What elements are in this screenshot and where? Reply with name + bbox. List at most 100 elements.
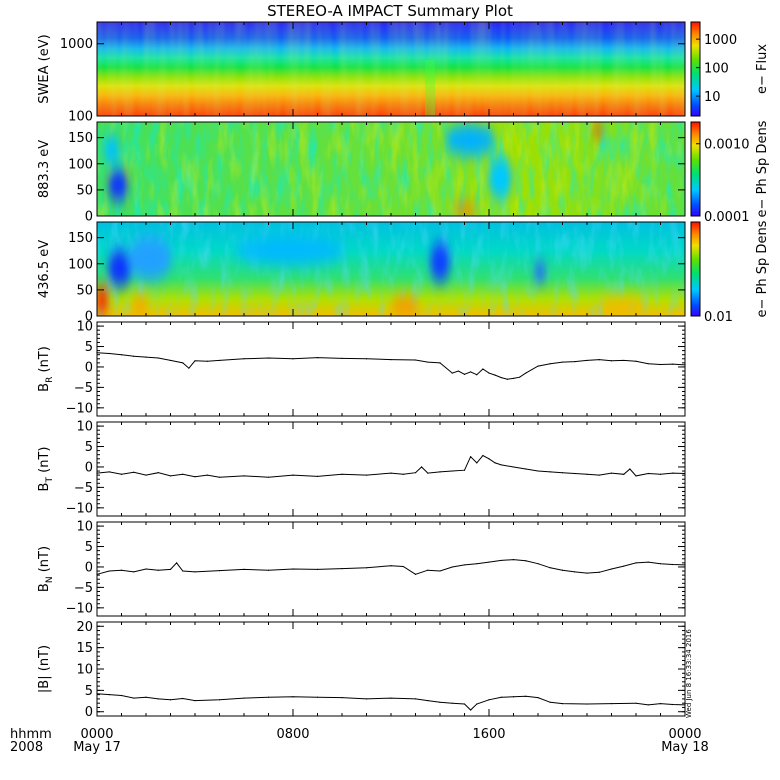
data-point-5-22 bbox=[451, 566, 453, 568]
data-point-5-10 bbox=[218, 570, 221, 572]
data-point-5-33 bbox=[586, 572, 588, 574]
data-point-5-19 bbox=[414, 573, 417, 575]
panel-frame-3 bbox=[96, 321, 686, 417]
data-point-4-9 bbox=[206, 474, 208, 476]
y-tick-label-4-1: −5 bbox=[74, 481, 93, 496]
data-point-6-23 bbox=[476, 703, 478, 705]
data-point-4-32 bbox=[525, 468, 527, 470]
data-point-4-45 bbox=[672, 472, 674, 474]
y-axis-label-6: |B| (nT) bbox=[37, 645, 52, 693]
y-axis-label-2: 436.5 eV bbox=[37, 240, 52, 298]
data-point-3-24 bbox=[463, 373, 466, 375]
data-point-5-17 bbox=[390, 565, 392, 567]
colorbar-1 bbox=[690, 121, 701, 217]
data-point-3-14 bbox=[292, 358, 294, 360]
data-point-4-11 bbox=[243, 475, 245, 477]
data-point-6-25 bbox=[500, 696, 502, 698]
data-point-3-15 bbox=[316, 356, 319, 359]
data-point-4-22 bbox=[439, 471, 441, 473]
data-point-5-38 bbox=[647, 561, 649, 563]
data-point-4-12 bbox=[267, 476, 270, 478]
data-point-3-28 bbox=[488, 372, 490, 374]
data-point-3-47 bbox=[684, 364, 686, 366]
data-point-4-38 bbox=[598, 474, 600, 476]
time-axis-label-year: 2008 bbox=[10, 740, 43, 755]
data-point-6-1 bbox=[108, 694, 110, 696]
y-tick-label-5-4: 10 bbox=[76, 520, 93, 535]
data-point-3-13 bbox=[267, 357, 270, 359]
data-point-6-2 bbox=[120, 694, 123, 697]
data-point-5-23 bbox=[463, 564, 466, 566]
data-point-6-13 bbox=[316, 696, 319, 698]
colorbar-label-0: e− Flux bbox=[755, 44, 770, 94]
data-point-4-27 bbox=[482, 454, 484, 457]
y-tick-label-6-2: 10 bbox=[76, 663, 93, 678]
data-point-3-4 bbox=[145, 356, 147, 358]
data-point-4-43 bbox=[647, 472, 649, 475]
data-point-5-13 bbox=[292, 568, 294, 570]
data-point-4-8 bbox=[194, 476, 196, 478]
data-point-6-5 bbox=[157, 698, 159, 700]
y-tick-label-1-0: 0 bbox=[85, 210, 93, 225]
y-tick-label-3-2: 0 bbox=[85, 360, 93, 375]
data-point-3-44 bbox=[647, 363, 649, 365]
data-point-5-26 bbox=[500, 559, 502, 562]
data-point-5-41 bbox=[684, 564, 686, 566]
data-point-4-34 bbox=[549, 471, 551, 473]
data-point-6-21 bbox=[463, 703, 466, 705]
data-point-5-9 bbox=[194, 571, 196, 573]
data-point-6-35 bbox=[659, 703, 662, 705]
data-point-6-3 bbox=[133, 697, 135, 699]
data-point-3-6 bbox=[169, 359, 172, 362]
data-point-4-25 bbox=[470, 456, 472, 458]
data-point-4-42 bbox=[635, 475, 637, 477]
y-tick-label-4-4: 10 bbox=[76, 420, 93, 435]
data-point-5-31 bbox=[561, 569, 564, 571]
data-point-5-18 bbox=[402, 565, 404, 568]
spectrogram-883ev bbox=[97, 122, 685, 216]
data-point-3-29 bbox=[494, 374, 496, 376]
data-point-3-30 bbox=[500, 376, 502, 379]
data-point-6-12 bbox=[292, 696, 294, 698]
data-point-4-14 bbox=[316, 475, 319, 477]
data-point-5-14 bbox=[316, 568, 319, 571]
data-point-3-11 bbox=[218, 359, 221, 362]
data-point-3-31 bbox=[506, 378, 508, 380]
data-point-4-3 bbox=[133, 471, 135, 473]
y-tick-label-2-2: 100 bbox=[68, 257, 93, 272]
y-tick-label-3-0: −10 bbox=[66, 401, 93, 416]
data-point-3-21 bbox=[439, 362, 441, 364]
data-point-3-42 bbox=[623, 359, 625, 362]
data-point-4-23 bbox=[451, 470, 453, 472]
spectrogram-436ev bbox=[97, 222, 685, 316]
time-date-label-0: May 17 bbox=[73, 740, 121, 755]
data-point-6-28 bbox=[537, 697, 539, 699]
y-tick-label-0-0: 100 bbox=[68, 110, 93, 125]
data-point-5-37 bbox=[635, 562, 637, 564]
time-date-label-3: May 18 bbox=[661, 740, 709, 755]
data-point-6-7 bbox=[182, 697, 184, 700]
data-point-3-2 bbox=[120, 354, 123, 356]
data-point-5-4 bbox=[145, 568, 147, 570]
data-point-5-5 bbox=[157, 569, 159, 571]
y-tick-label-1-3: 150 bbox=[68, 131, 93, 146]
series-line-4 bbox=[96, 454, 686, 478]
data-point-6-32 bbox=[610, 703, 613, 705]
data-point-4-7 bbox=[182, 473, 184, 475]
colorbar-label-2: e− Ph Sp Dens bbox=[755, 220, 770, 317]
data-point-3-5 bbox=[157, 357, 159, 359]
y-tick-label-6-3: 15 bbox=[76, 641, 93, 656]
data-point-3-40 bbox=[598, 359, 600, 361]
data-point-4-35 bbox=[561, 472, 564, 474]
y-tick-label-1-2: 100 bbox=[68, 157, 93, 172]
time-tick-label-0: 0000 bbox=[80, 727, 113, 742]
data-point-5-32 bbox=[574, 571, 576, 573]
data-point-5-8 bbox=[182, 570, 184, 572]
data-point-4-13 bbox=[292, 474, 294, 476]
y-axis-label-0: SWEA (eV) bbox=[37, 34, 52, 103]
y-tick-label-0-1: 1000 bbox=[60, 37, 93, 52]
data-point-6-24 bbox=[488, 699, 490, 701]
data-point-3-37 bbox=[561, 361, 564, 363]
data-point-5-34 bbox=[598, 571, 600, 573]
y-tick-label-2-1: 50 bbox=[76, 283, 93, 298]
